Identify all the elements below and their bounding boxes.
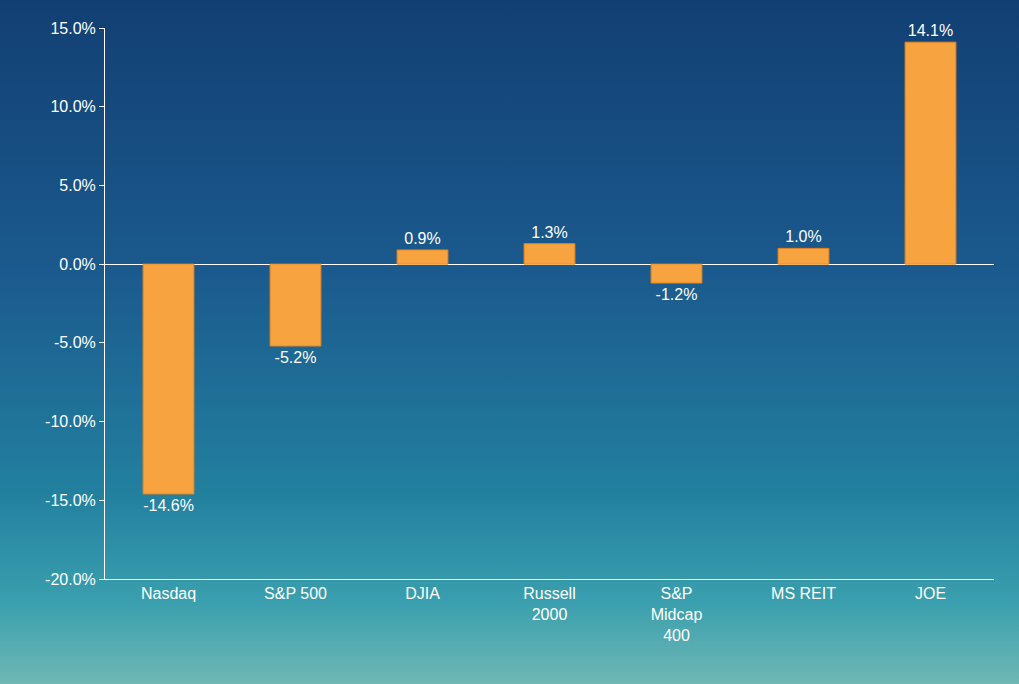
svg-text:1.3%: 1.3% <box>531 224 567 241</box>
svg-text:5.0%: 5.0% <box>59 177 95 194</box>
svg-text:-1.2%: -1.2% <box>656 286 698 303</box>
svg-text:Nasdaq: Nasdaq <box>141 585 196 602</box>
svg-text:DJIA: DJIA <box>405 585 440 602</box>
svg-text:Russell2000: Russell2000 <box>523 585 575 623</box>
svg-text:10.0%: 10.0% <box>50 98 95 115</box>
svg-text:-14.6%: -14.6% <box>143 497 194 514</box>
svg-text:0.9%: 0.9% <box>404 230 440 247</box>
svg-text:-20.0%: -20.0% <box>45 571 96 588</box>
svg-text:JOE: JOE <box>915 585 946 602</box>
svg-text:1.0%: 1.0% <box>785 228 821 245</box>
svg-text:-10.0%: -10.0% <box>45 413 96 430</box>
svg-text:-15.0%: -15.0% <box>45 492 96 509</box>
svg-text:MS REIT: MS REIT <box>771 585 836 602</box>
svg-text:14.1%: 14.1% <box>908 22 953 39</box>
svg-text:-5.0%: -5.0% <box>54 334 96 351</box>
svg-text:0.0%: 0.0% <box>59 256 95 273</box>
svg-text:15.0%: 15.0% <box>50 20 95 37</box>
svg-text:S&PMidcap400: S&PMidcap400 <box>651 585 703 644</box>
svg-text:-5.2%: -5.2% <box>275 349 317 366</box>
svg-text:S&P 500: S&P 500 <box>264 585 327 602</box>
